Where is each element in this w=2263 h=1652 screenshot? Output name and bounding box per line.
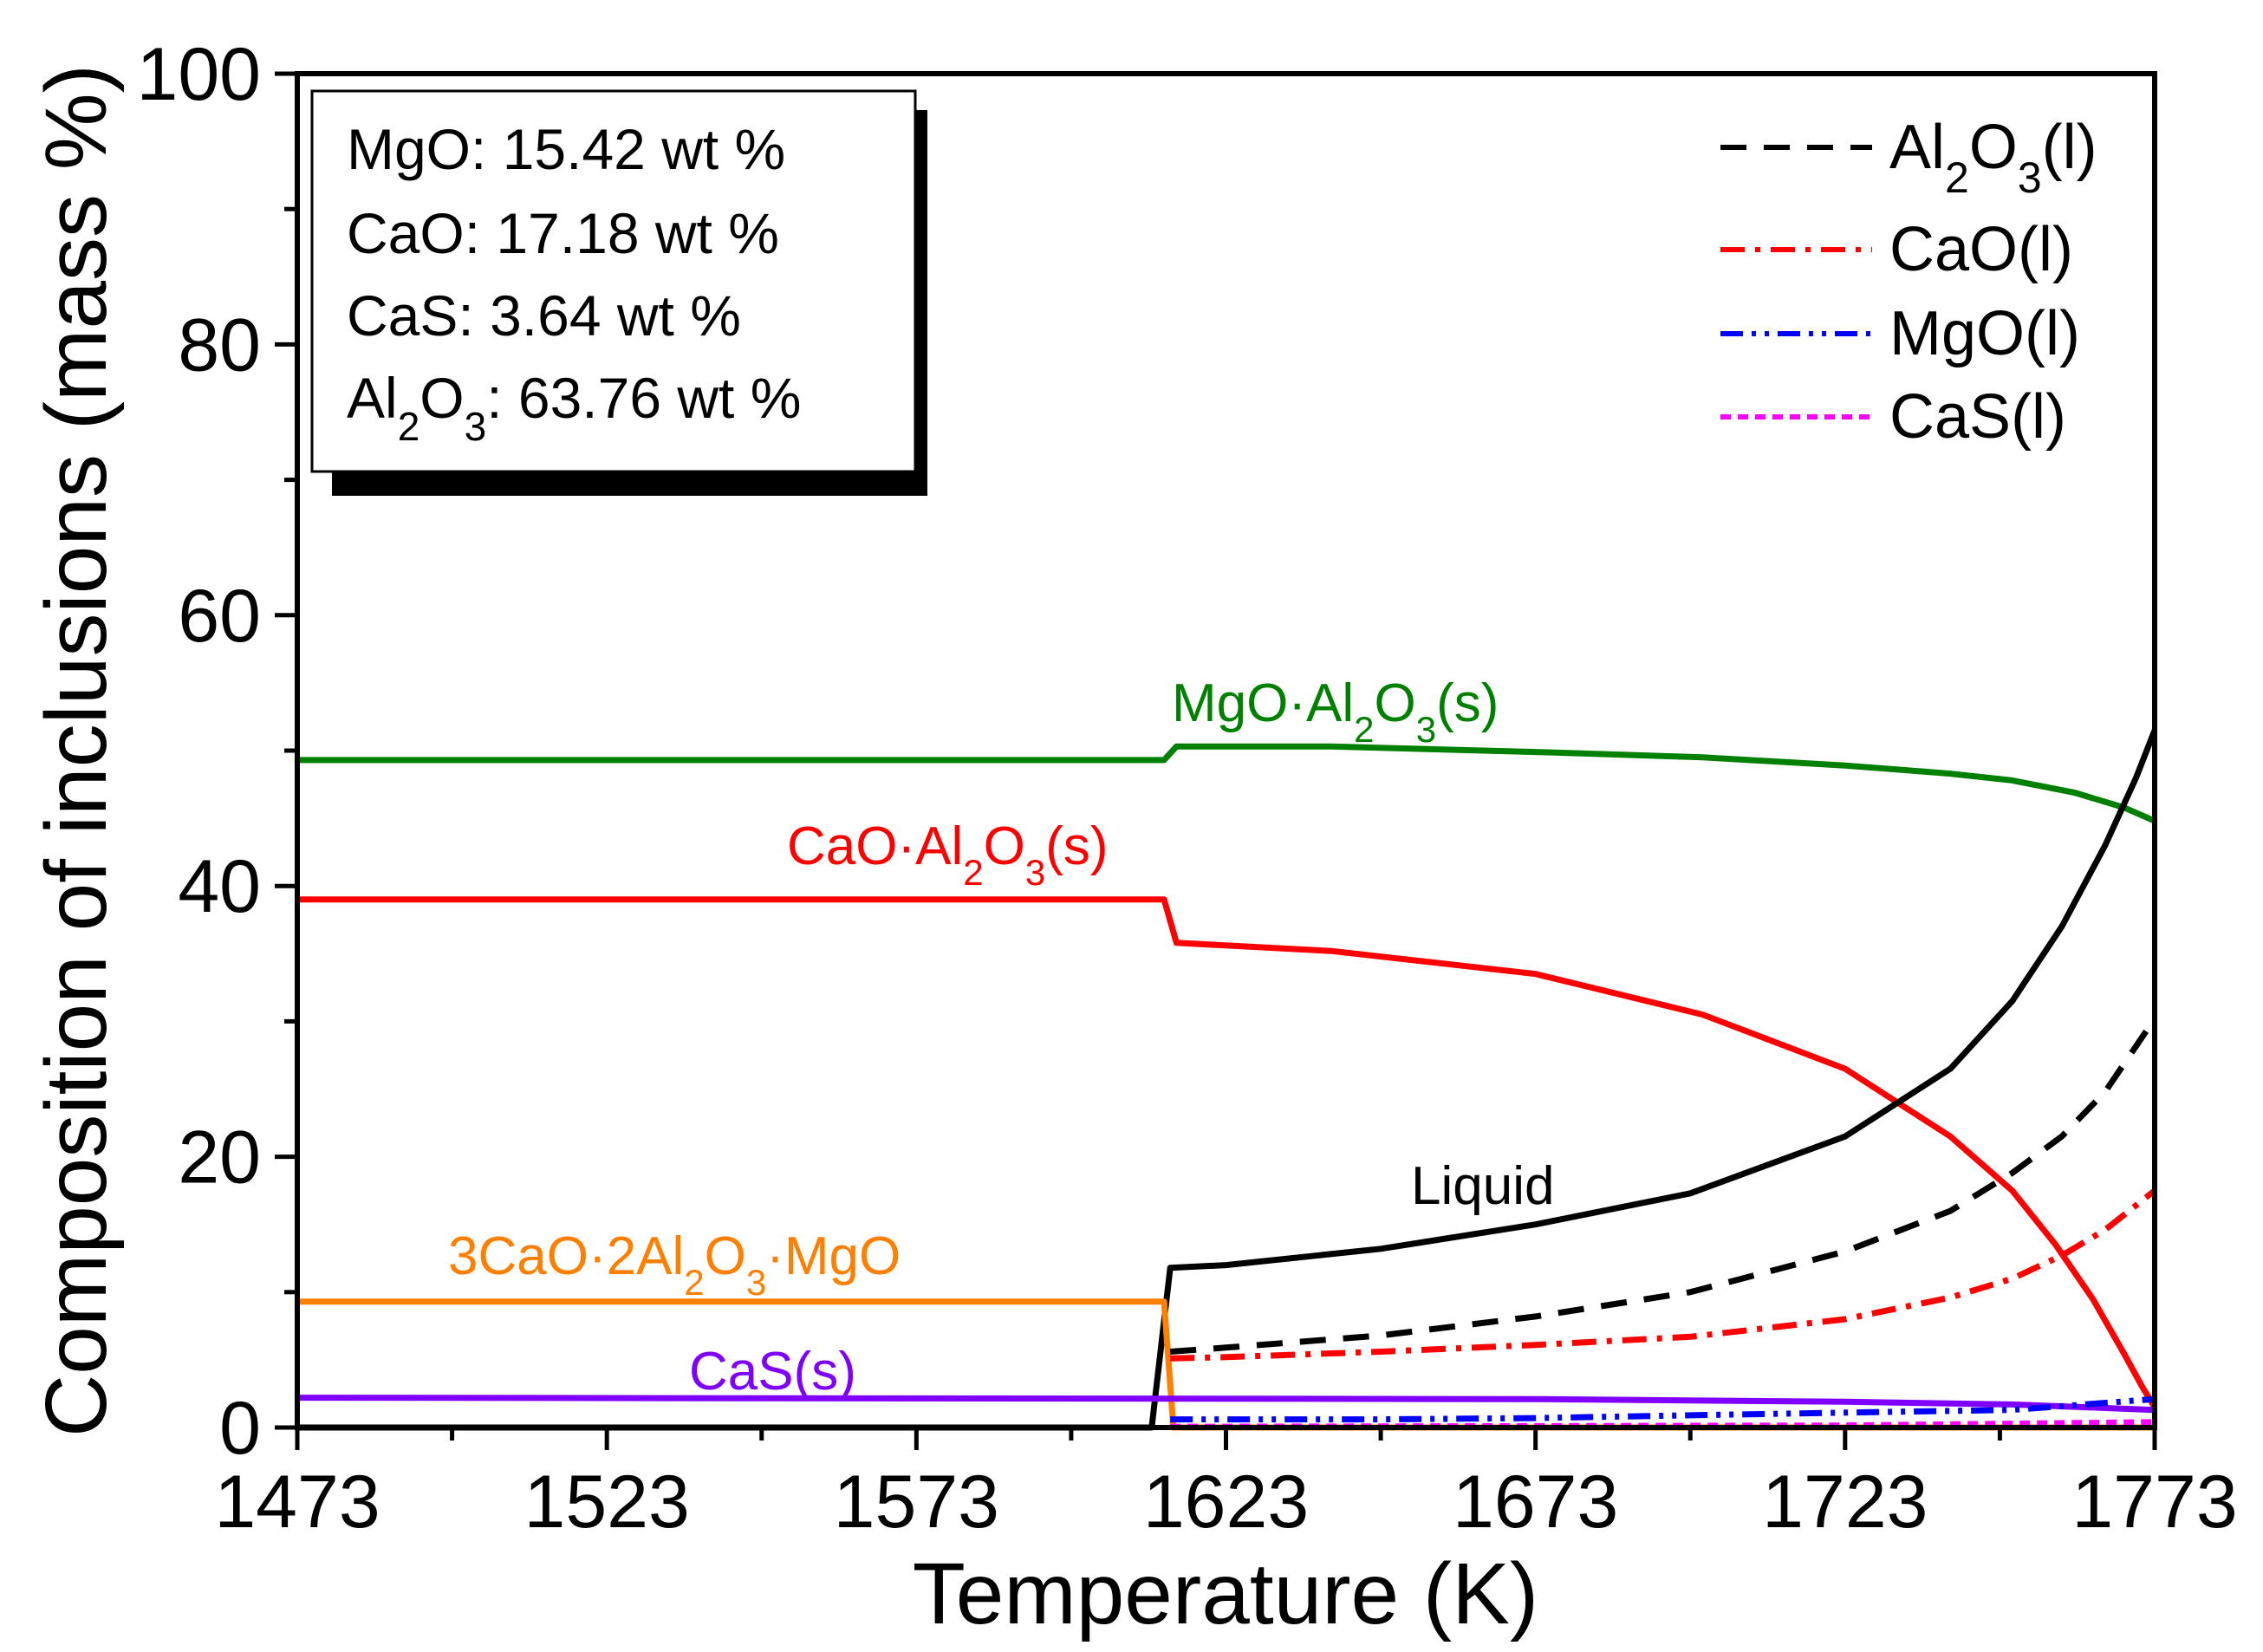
legend-label-cas-l: CaS(l) xyxy=(1889,382,2066,452)
series-line-6 xyxy=(1170,1187,2157,1362)
annotation-3cao-2al2o3-mgo: 3CaO·2Al2O3·MgO xyxy=(448,1226,901,1303)
x-tick-label: 1623 xyxy=(1143,1460,1309,1544)
series-line-0 xyxy=(297,743,2156,824)
x-tick-label: 1573 xyxy=(834,1460,999,1544)
y-tick-label: 20 xyxy=(178,1116,261,1200)
ticks-layer: 1473 1523 1573 1623 1673 1723 1773 0 20 40 60 80 100 xyxy=(137,33,2238,1544)
annotation-liquid: Liquid xyxy=(1411,1156,1554,1216)
x-tick-label: 1773 xyxy=(2071,1460,2237,1544)
legend-label-mgo-l: MgO(l) xyxy=(1889,299,2080,368)
x-tick-label: 1723 xyxy=(1762,1460,1928,1544)
composition-box-frame xyxy=(310,89,917,473)
y-tick-label: 40 xyxy=(178,845,261,928)
y-tick-label: 80 xyxy=(178,303,261,387)
composition-box: MgO: 15.42 wt % CaO: 17.18 wt % CaS: 3.6… xyxy=(310,89,927,496)
annotation-spinel: MgO·Al2O3(s) xyxy=(1172,673,1499,750)
composition-mgo: MgO: 15.42 wt % xyxy=(347,117,785,181)
composition-al2o3: Al2O3: 63.76 wt % xyxy=(347,366,801,449)
annotation-cas-s: CaS(s) xyxy=(689,1342,856,1402)
y-tick-label: 60 xyxy=(178,575,261,658)
x-axis-title: Temperature (K) xyxy=(913,1545,1538,1642)
series-line-2 xyxy=(297,729,2158,1431)
legend-label-al2o3-l: Al2O3(l) xyxy=(1889,113,2097,202)
legend-label-cao-l: CaO(l) xyxy=(1889,215,2073,284)
y-tick-label: 100 xyxy=(137,33,262,116)
x-tick-label: 1673 xyxy=(1453,1460,1618,1544)
composition-cao: CaO: 17.18 wt % xyxy=(347,201,779,265)
composition-cas: CaS: 3.64 wt % xyxy=(347,283,741,348)
y-tick-label: 0 xyxy=(219,1387,261,1470)
series-line-7 xyxy=(1170,1395,2156,1423)
legend: Al2O3(l) CaO(l) MgO(l) CaS(l) xyxy=(1720,113,2097,452)
y-axis-title: Composition of inclusions (mass %) xyxy=(28,64,125,1437)
x-tick-label: 1473 xyxy=(214,1460,380,1544)
annotation-cao-al2o3: CaO·Al2O3(s) xyxy=(787,816,1109,893)
x-tick-label: 1523 xyxy=(524,1460,690,1544)
